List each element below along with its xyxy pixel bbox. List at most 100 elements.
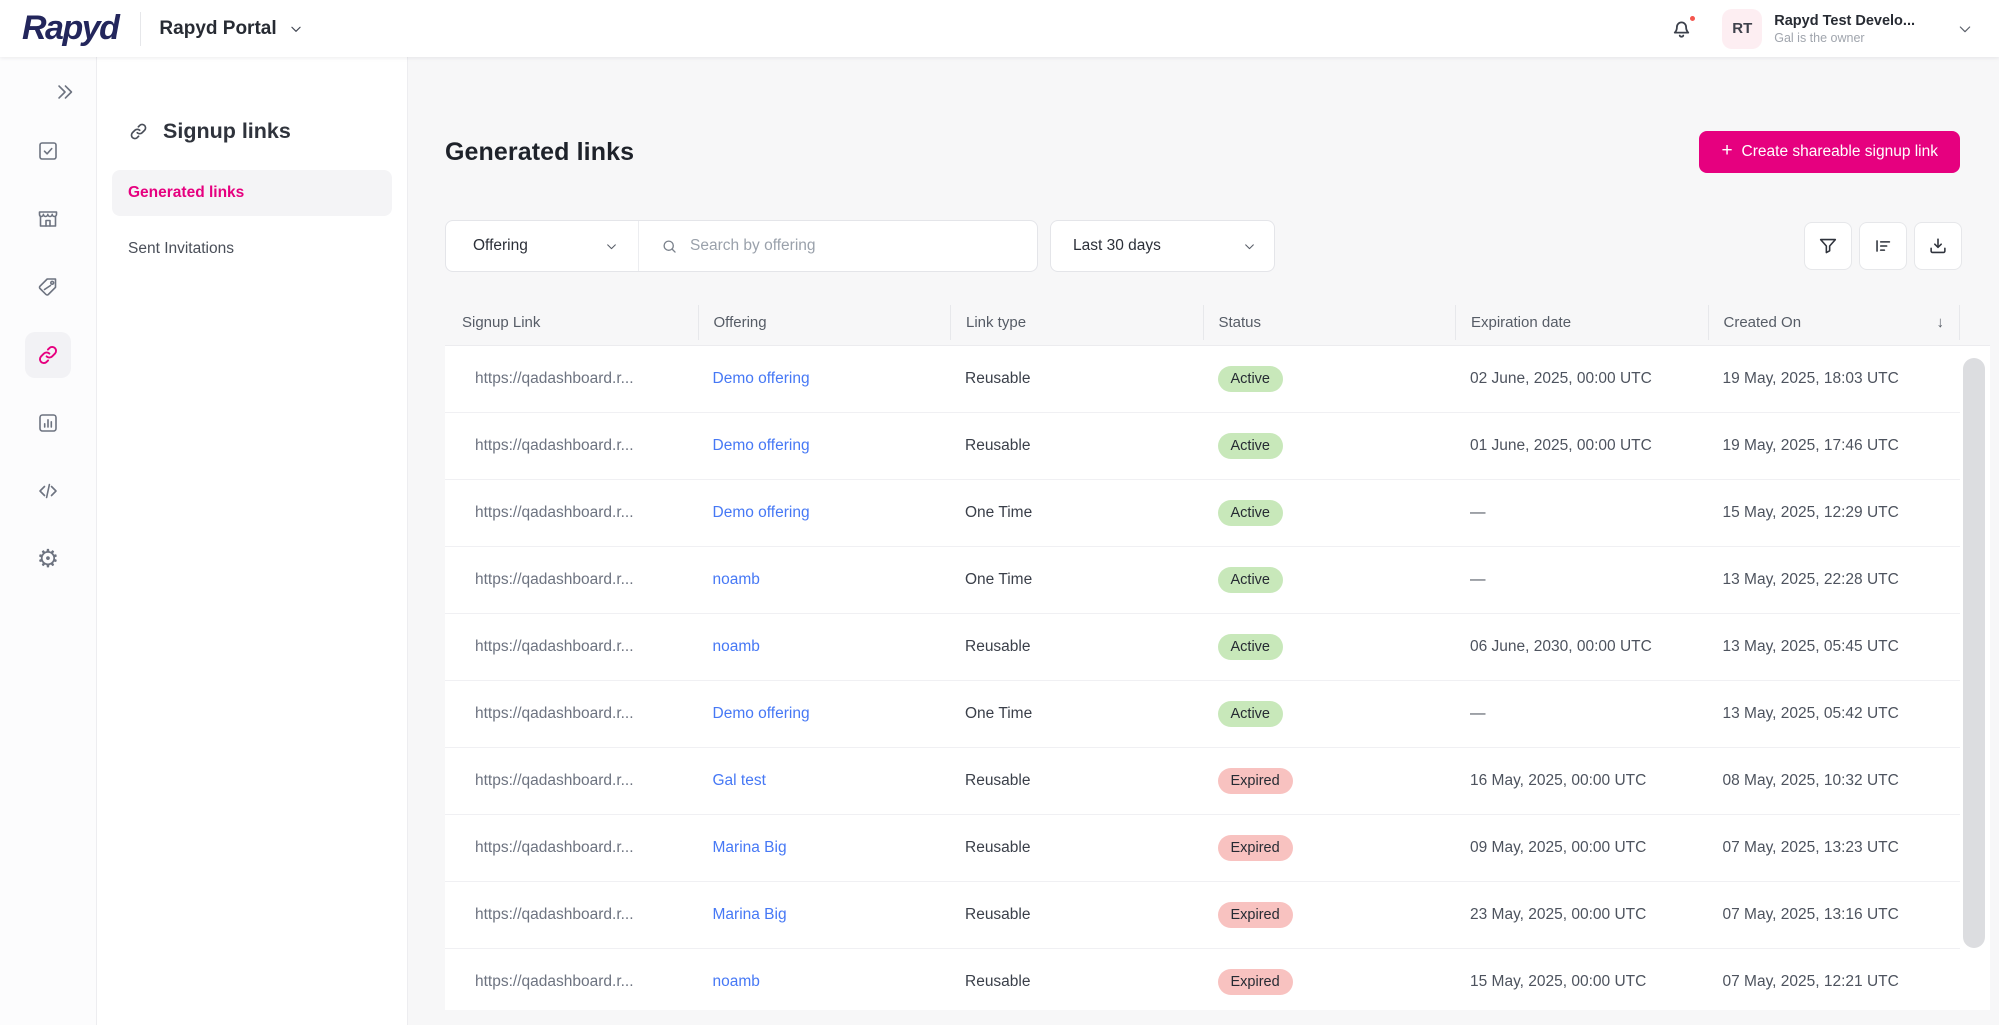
offering-dropdown[interactable]: Offering bbox=[446, 221, 639, 271]
column-header-offering[interactable]: Offering bbox=[697, 300, 951, 345]
filter-funnel-icon bbox=[1817, 235, 1839, 257]
cell-link-type: Reusable bbox=[965, 973, 1031, 990]
offering-link[interactable]: noamb bbox=[712, 571, 760, 588]
account-subtitle: Gal is the owner bbox=[1774, 30, 1865, 45]
status-badge: Expired bbox=[1217, 969, 1293, 995]
cell-signup-link: https://qadashboard.r... bbox=[475, 906, 634, 923]
table-row: https://qadashboard.r... Demo offering R… bbox=[445, 413, 1960, 480]
cell-offering: Marina Big bbox=[698, 906, 951, 924]
cell-link-type: Reusable bbox=[965, 839, 1031, 856]
double-chevron-right-icon bbox=[54, 81, 76, 103]
offering-link[interactable]: Marina Big bbox=[712, 906, 787, 923]
filter-button[interactable] bbox=[1804, 222, 1852, 270]
sidebar-item-developers[interactable] bbox=[14, 457, 82, 525]
gear-icon: ⚙ bbox=[36, 544, 60, 573]
sidebar-expand-button[interactable] bbox=[54, 81, 96, 103]
notifications-button[interactable] bbox=[1665, 12, 1698, 45]
subnav-item-sent-invitations[interactable]: Sent Invitations bbox=[112, 226, 392, 272]
subnav-item-generated-links[interactable]: Generated links bbox=[112, 170, 392, 216]
cell-offering: Gal test bbox=[698, 772, 951, 790]
table-row: https://qadashboard.r... Gal test Reusab… bbox=[445, 748, 1960, 815]
cell-status: Active bbox=[1203, 634, 1456, 660]
cell-created-on: 13 May, 2025, 22:28 UTC bbox=[1722, 571, 1899, 588]
cell-created-on: 19 May, 2025, 18:03 UTC bbox=[1722, 370, 1899, 387]
cell-status: Expired bbox=[1203, 969, 1456, 995]
offering-link[interactable]: Gal test bbox=[712, 772, 766, 789]
cell-status: Active bbox=[1203, 433, 1456, 459]
offering-link[interactable]: noamb bbox=[712, 638, 760, 655]
link-icon bbox=[128, 121, 149, 142]
offering-link[interactable]: Demo offering bbox=[712, 370, 810, 387]
cell-link-type: Reusable bbox=[965, 906, 1031, 923]
sidebar-item-offers[interactable] bbox=[14, 253, 82, 321]
page-title: Generated links bbox=[445, 137, 635, 166]
status-badge: Expired bbox=[1217, 835, 1293, 861]
search-input[interactable] bbox=[690, 237, 1023, 255]
cell-created-on: 08 May, 2025, 10:32 UTC bbox=[1722, 772, 1899, 789]
notification-badge bbox=[1688, 14, 1698, 23]
cell-offering: Demo offering bbox=[698, 437, 951, 455]
link-icon bbox=[25, 332, 71, 378]
offering-link[interactable]: Marina Big bbox=[712, 839, 787, 856]
sidebar-item-settings[interactable]: ⚙ bbox=[14, 525, 82, 593]
status-badge: Expired bbox=[1217, 902, 1293, 928]
cell-signup-link: https://qadashboard.r... bbox=[475, 705, 634, 722]
plus-icon: + bbox=[1721, 140, 1733, 161]
account-name: Rapyd Test Develo... bbox=[1774, 12, 1915, 29]
cell-signup-link: https://qadashboard.r... bbox=[475, 638, 634, 655]
column-header-link-type[interactable]: Link type bbox=[950, 300, 1203, 345]
cell-link-type: Reusable bbox=[965, 638, 1031, 655]
table-row: https://qadashboard.r... Demo offering O… bbox=[445, 681, 1960, 748]
code-icon bbox=[25, 468, 71, 514]
sidebar-item-tasks[interactable] bbox=[14, 117, 82, 185]
cell-created-on: 07 May, 2025, 13:16 UTC bbox=[1722, 906, 1899, 923]
column-header-signup-link[interactable]: Signup Link bbox=[462, 314, 541, 331]
portal-switcher[interactable]: Rapyd Portal bbox=[159, 18, 302, 40]
column-header-status[interactable]: Status bbox=[1202, 300, 1456, 345]
cell-status: Expired bbox=[1203, 902, 1456, 928]
offering-link[interactable]: Demo offering bbox=[712, 437, 810, 454]
offering-link[interactable]: noamb bbox=[712, 973, 760, 990]
cell-offering: Marina Big bbox=[698, 839, 951, 857]
sidebar-item-store[interactable] bbox=[14, 185, 82, 253]
cell-expiration-date: 09 May, 2025, 00:00 UTC bbox=[1470, 839, 1647, 856]
search-box bbox=[639, 221, 1037, 271]
cell-status: Active bbox=[1203, 701, 1456, 727]
top-bar: Rapyd Rapyd Portal RT Rapyd Test Develo.… bbox=[0, 0, 1999, 57]
cell-expiration-date: 06 June, 2030, 00:00 UTC bbox=[1470, 638, 1652, 655]
cell-offering: Demo offering bbox=[698, 705, 951, 723]
checkbox-icon bbox=[25, 128, 71, 174]
status-badge: Active bbox=[1217, 366, 1283, 392]
offering-link[interactable]: Demo offering bbox=[712, 504, 810, 521]
bell-icon bbox=[1669, 16, 1694, 41]
cell-signup-link: https://qadashboard.r... bbox=[475, 839, 634, 856]
cell-expiration-date: 16 May, 2025, 00:00 UTC bbox=[1470, 772, 1647, 789]
date-range-dropdown[interactable]: Last 30 days bbox=[1050, 220, 1275, 272]
create-signup-link-button[interactable]: + Create shareable signup link bbox=[1699, 131, 1960, 173]
column-header-created-on[interactable]: Created On ↓ bbox=[1707, 300, 1961, 345]
cell-expiration-date: — bbox=[1470, 504, 1486, 521]
main-content: Generated links + Create shareable signu… bbox=[408, 57, 1999, 1025]
cell-link-type: Reusable bbox=[965, 772, 1031, 789]
sidebar-item-signup-links[interactable] bbox=[14, 321, 82, 389]
tag-icon bbox=[25, 264, 71, 310]
status-badge: Active bbox=[1217, 701, 1283, 727]
status-badge: Active bbox=[1217, 567, 1283, 593]
cell-status: Active bbox=[1203, 366, 1456, 392]
table-row: https://qadashboard.r... Marina Big Reus… bbox=[445, 815, 1960, 882]
sort-button[interactable] bbox=[1859, 222, 1907, 270]
generated-links-table: https://qadashboard.r... Demo offering R… bbox=[445, 345, 1990, 1010]
cell-created-on: 07 May, 2025, 12:21 UTC bbox=[1722, 973, 1899, 990]
cell-offering: Demo offering bbox=[698, 504, 951, 522]
sidebar-item-analytics[interactable] bbox=[14, 389, 82, 457]
cell-status: Active bbox=[1203, 500, 1456, 526]
cell-status: Active bbox=[1203, 567, 1456, 593]
table-scrollbar[interactable] bbox=[1963, 358, 1985, 948]
account-menu[interactable]: RT Rapyd Test Develo... Gal is the owner bbox=[1722, 8, 1973, 49]
offering-link[interactable]: Demo offering bbox=[712, 705, 810, 722]
download-button[interactable] bbox=[1914, 222, 1962, 270]
cell-signup-link: https://qadashboard.r... bbox=[475, 437, 634, 454]
column-header-expiration-date[interactable]: Expiration date bbox=[1455, 300, 1708, 345]
cell-expiration-date: — bbox=[1470, 571, 1486, 588]
cell-created-on: 13 May, 2025, 05:45 UTC bbox=[1722, 638, 1899, 655]
